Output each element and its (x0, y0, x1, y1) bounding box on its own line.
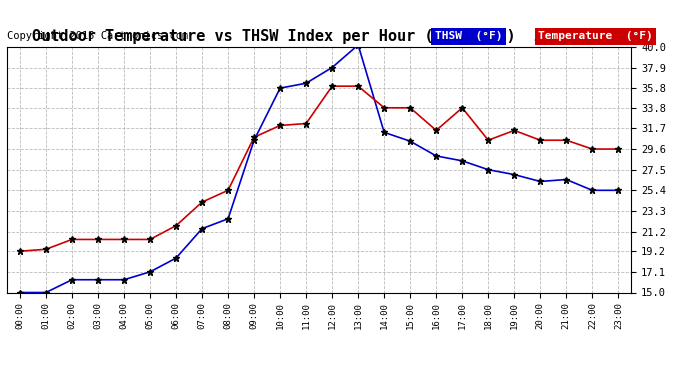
Text: Copyright 2015 Cartronics.com: Copyright 2015 Cartronics.com (7, 32, 188, 41)
Title: Outdoor Temperature vs THSW Index per Hour (24 Hours)  20150131: Outdoor Temperature vs THSW Index per Ho… (32, 29, 607, 44)
Text: Temperature  (°F): Temperature (°F) (538, 32, 653, 41)
Text: THSW  (°F): THSW (°F) (435, 32, 502, 41)
